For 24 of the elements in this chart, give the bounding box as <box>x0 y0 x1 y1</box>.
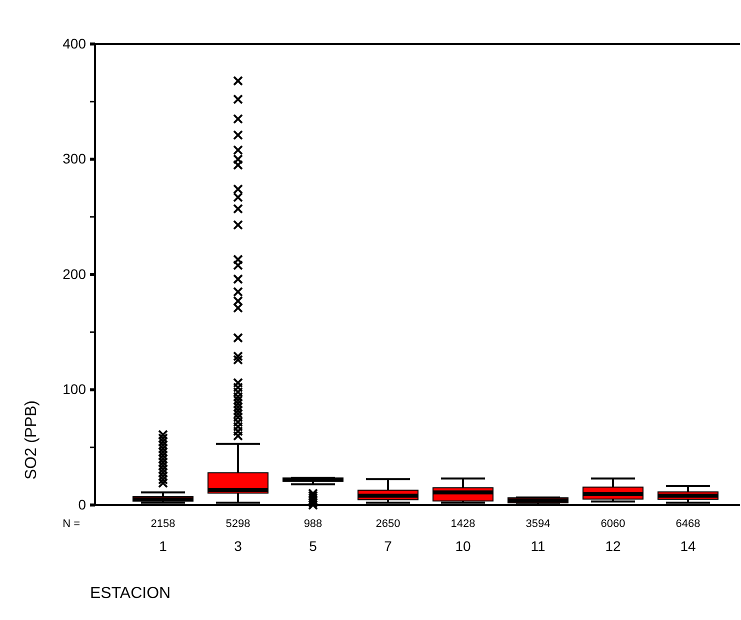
text: 1428 <box>450 518 476 530</box>
text: 5298 <box>226 518 250 530</box>
y-tick-label: 300 <box>62 150 86 167</box>
x-tick-label: 14 <box>680 538 696 554</box>
text: 2650 <box>376 518 400 530</box>
text: 2158 <box>150 518 176 530</box>
x-tick-label: 10 <box>455 538 471 554</box>
y-axis-title: SO2 (PPB) <box>23 400 40 480</box>
y-tick-label: 0 <box>78 496 86 512</box>
text: N = <box>62 518 80 530</box>
x-tick-label: 1 <box>159 538 168 554</box>
x-tick-label: 3 <box>234 538 242 554</box>
x-tick-label: 7 <box>384 538 392 554</box>
x-axis-title: ESTACION <box>90 585 171 602</box>
x-tick-label: 12 <box>605 538 621 554</box>
text: 3594 <box>526 518 550 530</box>
x-tick-label: 5 <box>309 538 318 554</box>
text: 6060 <box>600 518 626 530</box>
text: 988 <box>304 518 322 530</box>
x-tick-label: 11 <box>530 538 546 554</box>
y-tick-label: 400 <box>62 35 86 52</box>
text: 6468 <box>676 518 700 530</box>
y-tick-label: 100 <box>62 381 86 398</box>
y-tick-label: 200 <box>62 266 86 282</box>
